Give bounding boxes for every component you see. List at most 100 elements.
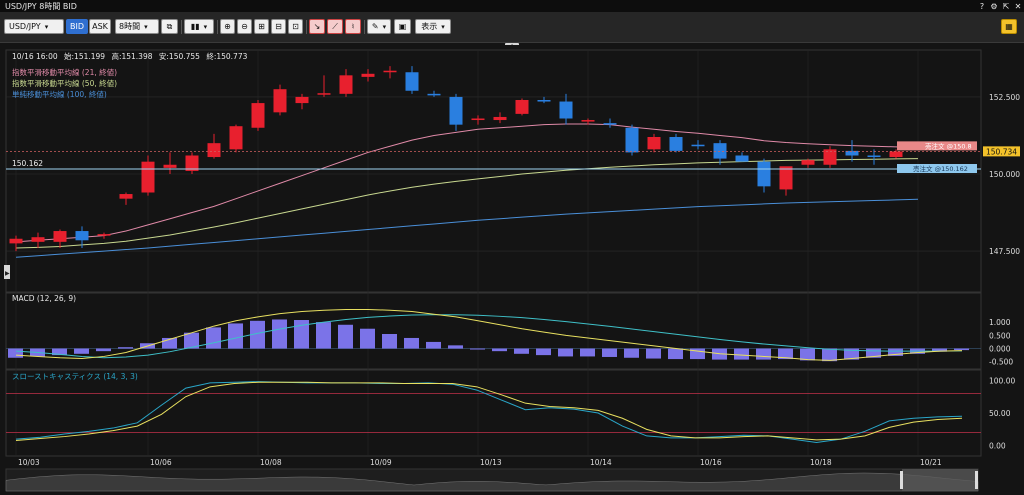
bullish-candle <box>273 89 287 113</box>
macd-histogram-bar <box>558 348 573 357</box>
macd-histogram-bar <box>360 328 375 349</box>
bearish-candle <box>559 101 573 119</box>
date-tick-label: 10/06 <box>150 458 172 467</box>
export-icon[interactable]: ⇱ <box>1002 1 1010 11</box>
legend-sma100[interactable]: 単純移動平均線 (100, 終値) <box>12 89 107 99</box>
macd-histogram-bar <box>448 345 463 349</box>
fit-icon: ⊞ <box>258 22 265 31</box>
low-value: 150.755 <box>169 52 200 61</box>
macd-histogram-bar <box>888 348 903 356</box>
bid-button[interactable]: BID <box>66 19 88 34</box>
price-pane-frame <box>5 49 982 293</box>
macd-histogram-bar <box>602 348 617 357</box>
bullish-candle <box>493 116 507 121</box>
display-menu[interactable]: 表示 <box>415 19 451 34</box>
axes: 152.500 150.000 147.500 10/03 10/06 10/08 10/0… <box>18 93 1020 467</box>
ask-label: ASK <box>92 22 108 31</box>
close-label: 終: <box>206 51 216 61</box>
order-line-value: 150.162 <box>12 159 43 168</box>
bullish-candle <box>141 161 155 193</box>
chart-background <box>0 45 1024 495</box>
order-tag-text: 売注文 @150.8 <box>925 141 972 150</box>
macd-histogram-bar <box>272 319 287 349</box>
draw-tool-select[interactable]: ✎ <box>367 19 391 34</box>
stoch-label[interactable]: スローストキャスティクス (14, 3, 3) <box>12 372 138 381</box>
chart-toolbar: USD/JPY BID ASK 8時間 ⧉ ▮▮ ⊕ ⊖ ⊞ ⊟ ⊡ ↘ ⟋ ♮… <box>0 12 1024 43</box>
screenshot-button[interactable]: ▣ <box>394 19 411 34</box>
bearish-candle <box>757 161 771 187</box>
macd-histogram-bar <box>580 348 595 357</box>
panel-button[interactable]: ⊡ <box>288 19 303 34</box>
bearish-candle <box>427 93 441 96</box>
grid-lines <box>6 50 981 456</box>
bullish-candle <box>647 137 661 150</box>
zoom-out-icon: ⊖ <box>241 22 248 31</box>
divider <box>306 20 307 34</box>
navigator-window[interactable] <box>902 469 978 491</box>
macd-histogram-bar <box>536 348 551 356</box>
stochastic-indicator <box>6 381 981 443</box>
timeframe-select[interactable]: 8時間 <box>115 19 159 34</box>
macd-tick-label: 0.500 <box>989 331 1011 340</box>
macd-histogram-bar <box>228 323 243 349</box>
bearish-candle <box>845 150 859 156</box>
channel-tool-button[interactable]: ⟋ <box>327 19 343 34</box>
stoch-d-line <box>15 381 963 441</box>
bid-label: BID <box>69 22 84 31</box>
layout-button[interactable]: ⊟ <box>271 19 286 34</box>
left-panel-handle[interactable] <box>4 265 10 279</box>
ask-button[interactable]: ASK <box>89 19 111 34</box>
bearish-candle <box>405 72 419 91</box>
symbol-select[interactable]: USD/JPY <box>4 19 64 34</box>
macd-histogram-bar <box>624 348 639 358</box>
ema21-line <box>15 123 919 243</box>
macd-histogram-bar <box>954 348 969 351</box>
macd-histogram-bar <box>184 332 199 349</box>
fit-button[interactable]: ⊞ <box>254 19 269 34</box>
trendline-icon: ↘ <box>313 22 321 31</box>
zoom-in-button[interactable]: ⊕ <box>220 19 235 34</box>
legend-ema21[interactable]: 指数平滑移動平均線 (21, 終値) <box>12 67 117 77</box>
compare-button[interactable]: ⧉ <box>161 19 178 34</box>
chart-settings-button[interactable]: ▦ <box>1001 19 1017 34</box>
date-tick-label: 10/16 <box>700 458 722 467</box>
ema50-line <box>15 158 919 249</box>
legend-ema50[interactable]: 指数平滑移動平均線 (50, 終値) <box>12 78 117 88</box>
chart-type-select[interactable]: ▮▮ <box>184 19 214 34</box>
macd-tick-label: 1.000 <box>989 318 1011 327</box>
zoom-in-icon: ⊕ <box>224 22 231 31</box>
macd-histogram-bar <box>316 322 331 349</box>
bearish-candle <box>449 96 463 125</box>
macd-histogram-bar <box>338 324 353 349</box>
chart-area[interactable]: 150.162 売注文 @150.8 売注文 @150.162 150.734 152… <box>0 45 1024 495</box>
bullish-candle <box>471 118 485 121</box>
macd-histogram-bar <box>96 348 111 352</box>
bullish-candle <box>361 73 375 77</box>
bullish-candle <box>119 194 133 199</box>
trend-tool-button[interactable]: ↘ <box>309 19 325 34</box>
navigator-left-handle[interactable] <box>900 471 903 489</box>
bullish-candle <box>339 75 353 94</box>
macd-histogram-bar <box>932 348 947 352</box>
zoom-out-button[interactable]: ⊖ <box>237 19 252 34</box>
macd-label[interactable]: MACD (12, 26, 9) <box>12 294 76 303</box>
macd-histogram-bar <box>426 341 441 349</box>
bullish-candle <box>889 151 903 158</box>
fib-tool-button[interactable]: ♮ <box>345 19 361 34</box>
date-tick-label: 10/14 <box>590 458 612 467</box>
help-icon[interactable]: ? <box>979 1 985 11</box>
bullish-candle <box>295 96 309 104</box>
bullish-candle <box>801 160 815 165</box>
macd-histogram-bar <box>250 320 265 349</box>
navigator-right-handle[interactable] <box>975 471 978 489</box>
bearish-candle <box>603 123 617 125</box>
macd-histogram-bar <box>492 348 507 352</box>
close-icon[interactable]: ✕ <box>1014 1 1022 11</box>
macd-histogram-bar <box>118 347 133 349</box>
macd-histogram-bar <box>162 337 177 349</box>
date-tick-label: 10/03 <box>18 458 40 467</box>
macd-histogram-bar <box>382 334 397 349</box>
symbol-value: USD/JPY <box>9 22 41 31</box>
gear-icon[interactable]: ⚙ <box>990 1 998 11</box>
divider <box>364 20 365 34</box>
